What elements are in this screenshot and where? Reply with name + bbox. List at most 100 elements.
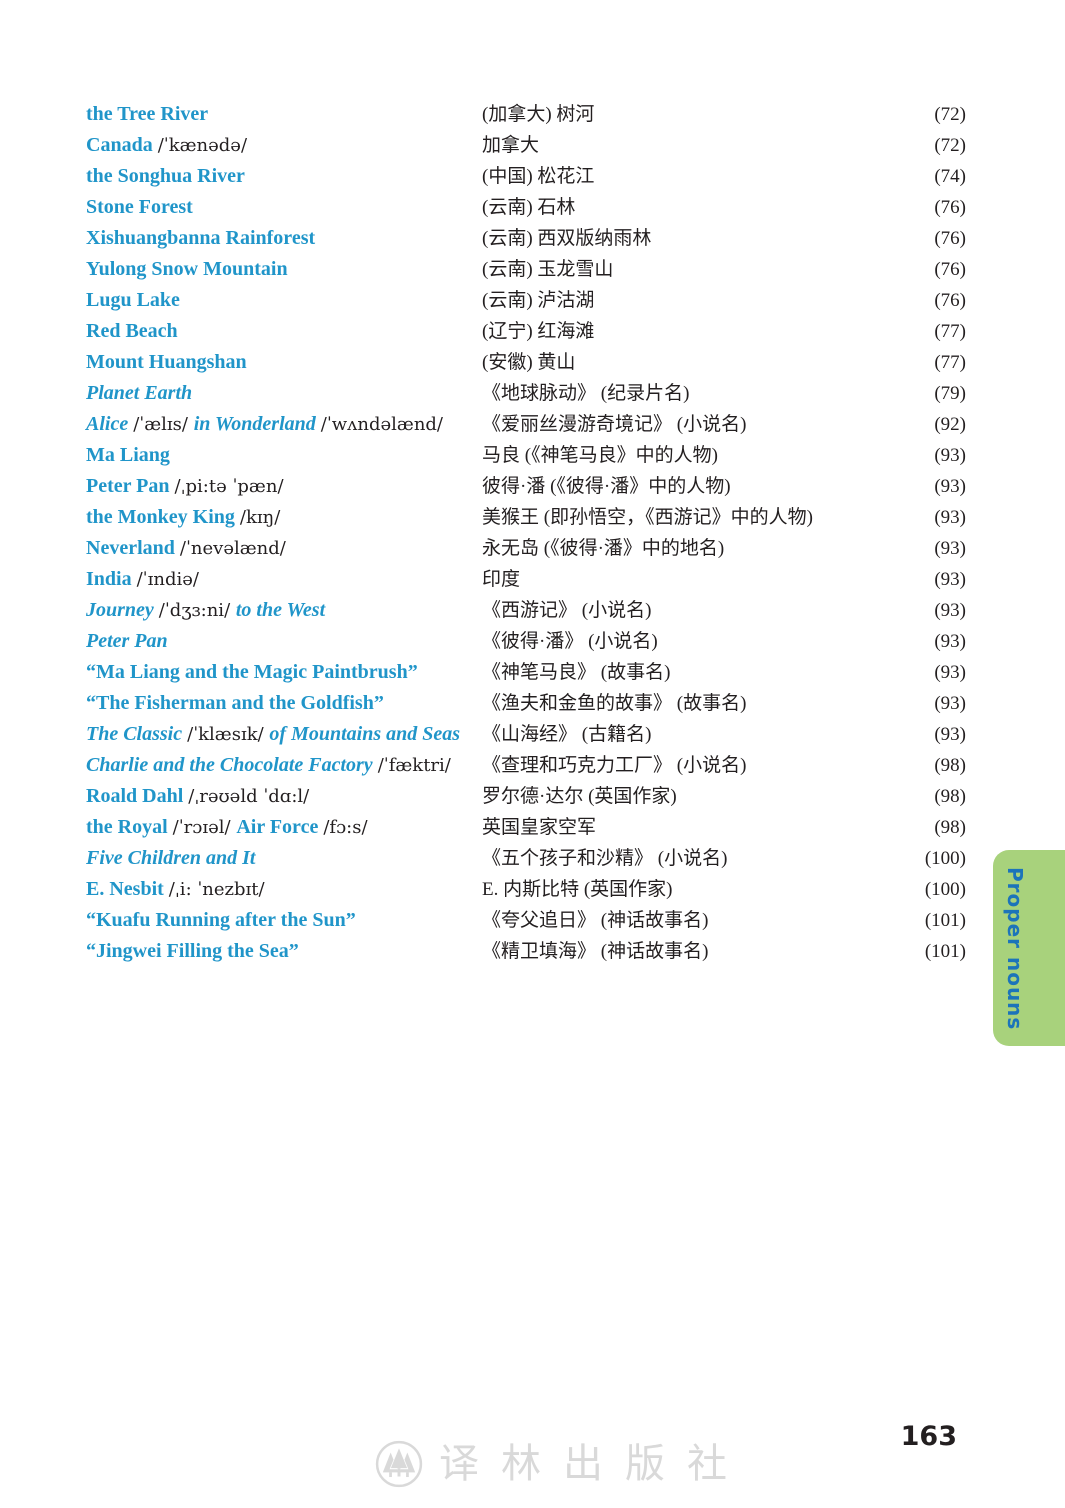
- entry-name: Ma Liang: [86, 444, 170, 466]
- entry-page-ref: (100): [924, 848, 966, 869]
- entry-chinese: (中国) 松花江: [482, 166, 595, 187]
- entry-name: India: [86, 568, 137, 590]
- entry-chinese: (云南) 玉龙雪山: [482, 259, 614, 280]
- entry-english: Five Children and It: [86, 847, 482, 870]
- entry-page-ref: (93): [934, 538, 966, 559]
- entry-english: Mount Huangshan: [86, 351, 482, 374]
- entry-english: The Classic /ˈklæsɪk/ of Mountains and S…: [86, 723, 482, 746]
- entry-english: “The Fisherman and the Goldfish”: [86, 692, 482, 715]
- glossary-row: Canada /ˈkænədə/加拿大 (72): [86, 130, 966, 161]
- entry-name: E. Nesbit: [86, 878, 169, 900]
- entry-phonetic: /ˌpi:tə ˈpæn/: [174, 476, 284, 497]
- entry-chinese: (云南) 泸沽湖: [482, 290, 595, 311]
- entry-chinese: 《爱丽丝漫游奇境记》 (小说名): [482, 414, 747, 435]
- entry-page-ref: (93): [934, 476, 966, 497]
- entry-name: Planet Earth: [86, 382, 193, 404]
- entry-chinese: 《西游记》 (小说名): [482, 600, 652, 621]
- entry-english: Roald Dahl /ˌrəʊəld ˈdɑ:l/: [86, 785, 482, 808]
- glossary-row: Peter Pan /ˌpi:tə ˈpæn/彼得·潘 (《彼得·潘》中的人物)…: [86, 471, 966, 502]
- entry-name: Peter Pan: [86, 630, 168, 652]
- pine-trees-circle-logo-icon: [375, 1440, 423, 1488]
- entry-page-ref: (76): [934, 290, 966, 311]
- page-number: 163: [900, 1421, 957, 1452]
- entry-chinese: 《地球脉动》 (纪录片名): [482, 383, 690, 404]
- entry-name: The Classic: [86, 723, 188, 745]
- glossary-row: Mount Huangshan (安徽) 黄山 (77): [86, 347, 966, 378]
- entry-phonetic: /ˌi: ˈnezbɪt/: [168, 879, 265, 900]
- entry-chinese: (云南) 石林: [482, 197, 576, 218]
- entry-chinese: (安徽) 黄山: [482, 352, 576, 373]
- entry-page-ref: (93): [934, 693, 966, 714]
- entry-name: “The Fisherman and the Goldfish”: [86, 692, 384, 714]
- entry-name: Charlie and the Chocolate Factory: [86, 754, 378, 776]
- entry-page-ref: (93): [934, 600, 966, 621]
- entry-page-ref: (92): [934, 414, 966, 435]
- entry-english: E. Nesbit /ˌi: ˈnezbɪt/: [86, 878, 482, 901]
- entry-phonetic: /ˌrəʊəld ˈdɑ:l/: [188, 786, 310, 807]
- entry-phonetic: /ˈɪndiə/: [136, 569, 199, 590]
- entry-name: Neverland: [86, 537, 180, 559]
- entry-name: the Royal: [86, 816, 173, 838]
- entry-name: Canada: [86, 134, 158, 156]
- entry-chinese: 《五个孩子和沙精》 (小说名): [482, 848, 728, 869]
- glossary-row: the Songhua River (中国) 松花江 (74): [86, 161, 966, 192]
- entry-phonetic: /ˈkænədə/: [157, 135, 248, 156]
- glossary-row: Peter Pan 《彼得·潘》 (小说名) (93): [86, 626, 966, 657]
- entry-chinese: 《彼得·潘》 (小说名): [482, 631, 658, 652]
- glossary-row: Ma Liang 马良 (《神笔马良》中的人物) (93): [86, 440, 966, 471]
- publisher-name: 译林出版社: [439, 1441, 749, 1486]
- glossary-row: Stone Forest (云南) 石林 (76): [86, 192, 966, 223]
- entry-phonetic: /ˈfæktri/: [377, 755, 451, 776]
- entry-name: Roald Dahl: [86, 785, 189, 807]
- glossary-row: Roald Dahl /ˌrəʊəld ˈdɑ:l/罗尔德·达尔 (英国作家) (…: [86, 781, 966, 812]
- entry-english: “Kuafu Running after the Sun”: [86, 909, 482, 932]
- entry-name: in Wonderland: [193, 413, 321, 435]
- entry-page-ref: (76): [934, 228, 966, 249]
- entry-page-ref: (77): [934, 321, 966, 342]
- entry-name: Peter Pan: [86, 475, 175, 497]
- entry-english: Alice /ˈælɪs/ in Wonderland /ˈwʌndəlænd/: [86, 413, 482, 436]
- glossary-row: E. Nesbit /ˌi: ˈnezbɪt/E. 内斯比特 (英国作家) (10…: [86, 874, 966, 905]
- entry-english: “Ma Liang and the Magic Paintbrush”: [86, 661, 482, 684]
- entry-page-ref: (93): [934, 662, 966, 683]
- entry-phonetic: /fɔ:s/: [323, 817, 368, 838]
- side-tab-label: Proper nouns: [1003, 867, 1027, 1031]
- entry-name: “Ma Liang and the Magic Paintbrush”: [86, 661, 418, 683]
- entry-chinese: 永无岛 (《彼得·潘》中的地名): [482, 538, 725, 559]
- entry-name: to the West: [235, 599, 326, 621]
- entry-name: Stone Forest: [86, 196, 193, 218]
- entry-page-ref: (101): [924, 910, 966, 931]
- entry-phonetic: /ˈnevəlænd/: [179, 538, 286, 559]
- entry-phonetic: /ˈdʒɜ:ni/: [158, 600, 236, 621]
- entry-english: Ma Liang: [86, 444, 482, 467]
- entry-chinese: E. 内斯比特 (英国作家): [482, 879, 673, 900]
- glossary-row: “Ma Liang and the Magic Paintbrush” 《神笔马良…: [86, 657, 966, 688]
- entry-name: Air Force: [236, 816, 324, 838]
- entry-name: “Kuafu Running after the Sun”: [86, 909, 356, 931]
- entry-english: the Royal /ˈrɔɪəl/ Air Force /fɔ:s/: [86, 816, 482, 839]
- proper-nouns-glossary: the Tree River (加拿大) 树河 (72) Canada /ˈkænəd…: [86, 99, 966, 967]
- glossary-row: Five Children and It 《五个孩子和沙精》 (小说名) (100): [86, 843, 966, 874]
- entry-english: the Songhua River: [86, 165, 482, 188]
- entry-chinese: 美猴王 (即孙悟空，《西游记》中的人物): [482, 507, 813, 528]
- entry-page-ref: (93): [934, 724, 966, 745]
- entry-chinese: 《神笔马良》 (故事名): [482, 662, 671, 683]
- entry-name: the Monkey King: [86, 506, 240, 528]
- entry-english: Xishuangbanna Rainforest: [86, 227, 482, 250]
- entry-page-ref: (93): [934, 445, 966, 466]
- entry-phonetic: /ˈælɪs/: [133, 414, 194, 435]
- glossary-row: the Monkey King /kɪŋ/美猴王 (即孙悟空，《西游记》中的人物…: [86, 502, 966, 533]
- entry-name: Alice: [86, 413, 134, 435]
- glossary-row: Lugu Lake (云南) 泸沽湖 (76): [86, 285, 966, 316]
- entry-chinese: 英国皇家空军: [482, 817, 597, 838]
- entry-english: the Tree River: [86, 103, 482, 126]
- entry-page-ref: (100): [924, 879, 966, 900]
- entry-english: Red Beach: [86, 320, 482, 343]
- entry-page-ref: (76): [934, 259, 966, 280]
- entry-english: Charlie and the Chocolate Factory /ˈfækt…: [86, 754, 482, 777]
- entry-english: Journey /ˈdʒɜ:ni/ to the West: [86, 599, 482, 622]
- entry-page-ref: (76): [934, 197, 966, 218]
- entry-page-ref: (72): [934, 135, 966, 156]
- entry-name: the Songhua River: [86, 165, 245, 187]
- entry-english: Peter Pan /ˌpi:tə ˈpæn/: [86, 475, 482, 498]
